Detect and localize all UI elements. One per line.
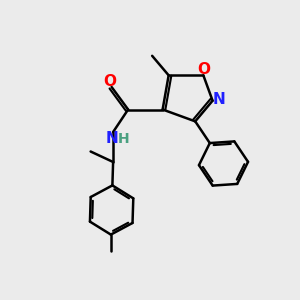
Text: O: O [197,62,210,77]
Text: N: N [213,92,226,107]
Text: N: N [106,131,118,146]
Text: O: O [103,74,117,89]
Text: H: H [118,132,129,145]
